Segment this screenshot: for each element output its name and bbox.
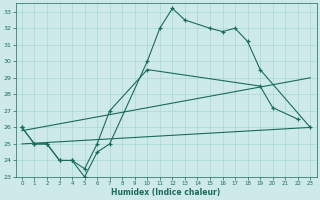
X-axis label: Humidex (Indice chaleur): Humidex (Indice chaleur)	[111, 188, 221, 197]
